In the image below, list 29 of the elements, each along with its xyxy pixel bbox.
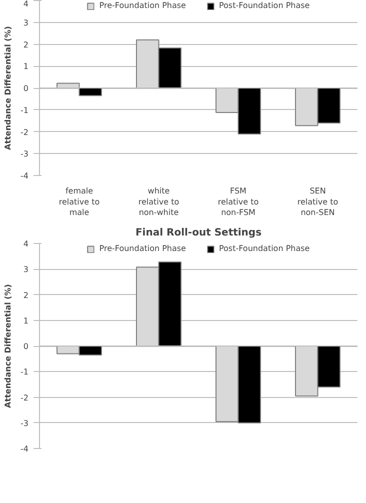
- y-tick-label: -4: [20, 172, 29, 180]
- y-tick-label: -4: [20, 444, 29, 454]
- y-tick-label: 1: [23, 62, 29, 72]
- y-tick-label: -2: [20, 128, 29, 137]
- legend-label: Pre-Foundation Phase: [99, 244, 186, 253]
- legend-label: Post-Foundation Phase: [218, 244, 310, 253]
- x-tick-label: white relative to non-white: [138, 186, 180, 218]
- chart-title: Final Roll-out Settings: [135, 228, 262, 238]
- y-tick-label: -1: [20, 368, 29, 377]
- legend-label: Post-Foundation Phase: [218, 1, 310, 10]
- y-axis-title: Attendance Differential (%): [4, 284, 13, 408]
- x-tick-label: female relative to male: [58, 186, 100, 218]
- y-tick-label: 4: [23, 0, 29, 8]
- y-tick-label: 0: [23, 342, 29, 351]
- y-tick-label: 0: [23, 84, 29, 93]
- y-axis-title: Attendance Differential (%): [4, 26, 13, 150]
- y-tick-label: -3: [20, 150, 29, 159]
- y-tick-label: 3: [23, 265, 29, 274]
- y-tick-label: 2: [23, 290, 29, 300]
- y-tick-label: -1: [20, 106, 29, 115]
- x-tick-label: FSM relative to non-FSM: [218, 186, 259, 218]
- y-tick-label: -2: [20, 393, 29, 402]
- x-tick-label: SEN relative to non-SEN: [297, 186, 338, 218]
- legend-label: Pre-Foundation Phase: [99, 1, 186, 10]
- y-tick-label: 1: [23, 316, 29, 326]
- y-tick-label: 3: [23, 18, 29, 28]
- y-tick-label: -3: [20, 418, 29, 428]
- y-tick-label: 4: [23, 240, 29, 248]
- y-tick-label: 2: [23, 40, 29, 50]
